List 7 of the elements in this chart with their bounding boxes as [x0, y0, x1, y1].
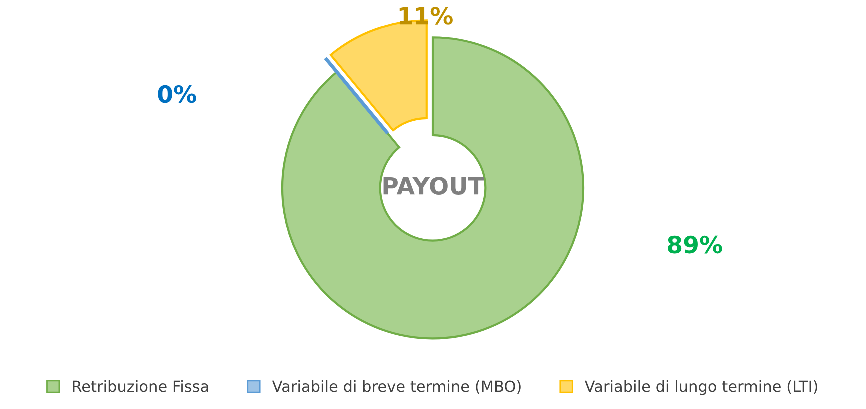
data-label: 89% [668, 236, 722, 254]
text: PAYOUT [384, 177, 484, 195]
legend-label: Variabile di breve termine (MBO) [272, 380, 521, 394]
data-label: 11% [400, 7, 453, 25]
text: 0% [158, 85, 196, 104]
legend-label: Retribuzione Fissa [73, 380, 208, 392]
legend-label: Variabile di lungo termine (LTI) [584, 380, 818, 396]
